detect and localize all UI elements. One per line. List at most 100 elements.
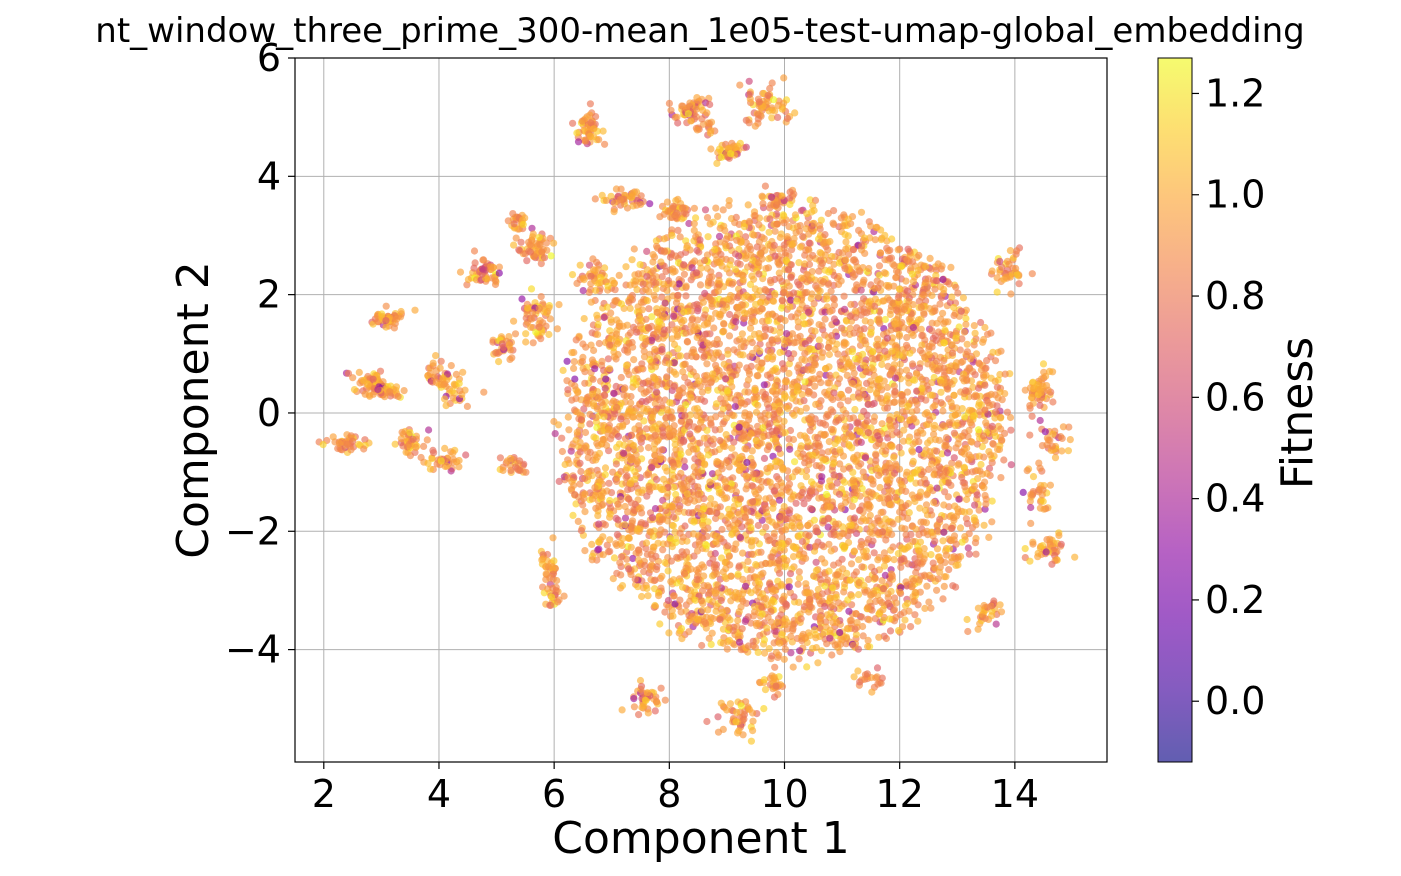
- scatter-point: [993, 402, 1000, 409]
- scatter-point: [851, 514, 858, 521]
- scatter-point: [675, 496, 682, 503]
- scatter-point: [589, 356, 596, 363]
- scatter-point: [960, 294, 967, 301]
- scatter-point: [757, 549, 764, 556]
- scatter-point: [674, 393, 681, 400]
- scatter-point: [643, 273, 650, 280]
- scatter-point: [814, 285, 821, 292]
- scatter-point: [762, 505, 769, 512]
- scatter-point: [939, 479, 946, 486]
- scatter-point: [568, 478, 575, 485]
- scatter-point: [654, 329, 661, 336]
- scatter-point: [837, 635, 844, 642]
- scatter-point: [755, 578, 762, 585]
- scatter-point: [861, 337, 868, 344]
- scatter-point: [966, 551, 973, 558]
- scatter-point: [842, 423, 849, 430]
- scatter-point: [755, 270, 762, 277]
- scatter-point: [878, 361, 885, 368]
- scatter-point: [767, 349, 774, 356]
- scatter-point: [989, 498, 996, 505]
- scatter-point: [764, 533, 771, 540]
- scatter-point: [775, 416, 782, 423]
- scatter-point: [948, 537, 955, 544]
- scatter-point: [841, 293, 848, 300]
- scatter-point: [861, 582, 868, 589]
- scatter-point: [775, 557, 782, 564]
- scatter-point: [677, 405, 684, 412]
- scatter-point: [806, 240, 813, 247]
- scatter-point: [582, 429, 589, 436]
- scatter-point: [746, 574, 753, 581]
- scatter-point: [708, 315, 715, 322]
- scatter-point: [606, 497, 613, 504]
- scatter-point: [910, 324, 917, 331]
- scatter-point: [604, 304, 611, 311]
- scatter-point: [962, 321, 969, 328]
- scatter-point: [642, 338, 649, 345]
- scatter-point: [766, 229, 773, 236]
- scatter-point: [839, 565, 846, 572]
- scatter-point: [767, 277, 774, 284]
- scatter-point: [669, 335, 676, 342]
- scatter-point: [876, 262, 883, 269]
- scatter-point: [964, 348, 971, 355]
- scatter-point: [947, 379, 954, 386]
- scatter-point: [1002, 371, 1009, 378]
- scatter-point: [985, 399, 992, 406]
- scatter-point: [914, 618, 921, 625]
- scatter-point: [806, 261, 813, 268]
- scatter-point: [875, 529, 882, 536]
- scatter-point: [842, 246, 849, 253]
- scatter-point: [584, 470, 591, 477]
- scatter-point: [860, 277, 867, 284]
- scatter-point: [652, 376, 659, 383]
- scatter-point: [753, 470, 760, 477]
- scatter-point: [855, 591, 862, 598]
- scatter-point: [916, 548, 923, 555]
- scatter-point: [765, 255, 772, 262]
- scatter-point: [893, 462, 900, 469]
- scatter-point: [758, 439, 765, 446]
- scatter-point: [786, 488, 793, 495]
- scatter-point: [703, 372, 710, 379]
- scatter-point: [676, 505, 683, 512]
- scatter-point: [860, 391, 867, 398]
- scatter-point: [887, 627, 894, 634]
- scatter-point: [559, 448, 566, 455]
- scatter-point: [598, 428, 605, 435]
- scatter-point: [891, 470, 898, 477]
- scatter-point: [672, 441, 679, 448]
- scatter-point: [685, 628, 692, 635]
- scatter-point: [779, 596, 786, 603]
- scatter-point: [782, 249, 789, 256]
- scatter-point: [747, 524, 754, 531]
- scatter-point: [825, 515, 832, 522]
- scatter-point: [951, 454, 958, 461]
- scatter-point: [638, 398, 645, 405]
- scatter-point: [581, 547, 588, 554]
- scatter-point: [689, 264, 696, 271]
- scatter-point: [887, 370, 894, 377]
- scatter-point: [630, 356, 637, 363]
- scatter-point: [941, 583, 948, 590]
- scatter-point: [581, 490, 588, 497]
- scatter-point: [759, 610, 766, 617]
- scatter-point: [739, 590, 746, 597]
- scatter-point: [943, 468, 950, 475]
- scatter-point: [916, 364, 923, 371]
- scatter-point: [593, 312, 600, 319]
- scatter-point: [581, 445, 588, 452]
- scatter-point: [980, 432, 987, 439]
- scatter-point: [734, 304, 741, 311]
- scatter-point: [787, 570, 794, 577]
- scatter-point: [619, 582, 626, 589]
- scatter-point: [918, 395, 925, 402]
- scatter-point: [599, 533, 606, 540]
- scatter-point: [884, 405, 891, 412]
- scatter-point: [874, 342, 881, 349]
- scatter-point: [918, 385, 925, 392]
- scatter-point: [900, 438, 907, 445]
- scatter-point: [625, 526, 632, 533]
- scatter-point: [957, 524, 964, 531]
